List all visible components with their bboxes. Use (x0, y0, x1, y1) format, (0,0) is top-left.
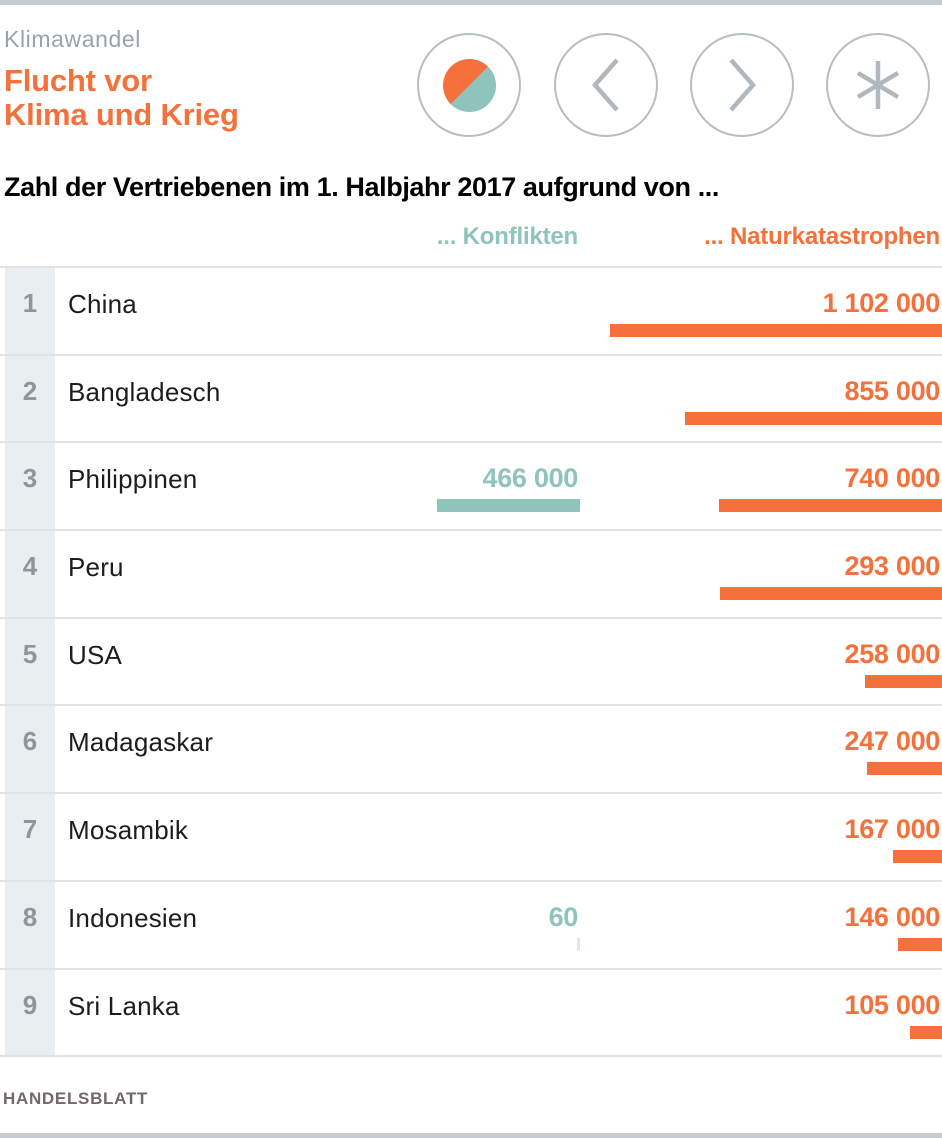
table-row: 9 Sri Lanka 105 000 (0, 967, 942, 1056)
country-label: Mosambik (68, 815, 189, 846)
pie-chart-icon (442, 58, 496, 112)
title-line-2: Klima und Krieg (4, 97, 239, 132)
country-label: China (68, 289, 137, 319)
country-label: Indonesien (68, 902, 198, 933)
table-row: 2 Bangladesch 855 000 (0, 353, 942, 442)
country-label: Sri Lanka (68, 990, 180, 1021)
country-label: Madagaskar (68, 727, 214, 758)
column-header-conflicts: ... Konflikten (436, 223, 578, 250)
rank-cell: 3 (5, 443, 55, 530)
source-label: HANDELSBLATT (3, 1089, 149, 1108)
disaster-bar (719, 499, 942, 513)
country-label: Philippinen (68, 464, 198, 495)
rank-cell: 4 (5, 531, 55, 617)
title-line-1: Flucht vor (4, 63, 152, 98)
rank-cell: 1 (5, 268, 55, 354)
footnote-button[interactable] (826, 33, 930, 137)
disaster-value: 855 000 (844, 375, 941, 406)
kicker: Klimawandel (4, 26, 141, 52)
disaster-value: 167 000 (844, 814, 941, 845)
asterisk-icon (856, 61, 900, 109)
disaster-bar (910, 1025, 942, 1039)
rank-cell: 7 (5, 794, 55, 880)
prev-button[interactable] (554, 33, 658, 137)
conflict-value: 60 (548, 901, 579, 932)
table-row: 3 Philippinen 466 000 740 000 (0, 441, 942, 530)
table-row: 1 China 1 102 000 (0, 266, 942, 354)
table-row: 4 Peru 293 000 (0, 529, 942, 617)
rank-cell: 5 (5, 618, 55, 705)
disaster-value: 247 000 (844, 726, 941, 757)
ranking-table: 1 China 1 102 000 2 Bangladesch 855 000 … (0, 266, 942, 1058)
disaster-bar (867, 762, 942, 776)
disaster-value: 740 000 (844, 463, 941, 494)
chevron-right-icon (729, 58, 756, 112)
rank-cell: 9 (5, 969, 55, 1056)
column-header-disasters: ... Naturkatastrophen (704, 223, 940, 250)
disaster-bar (893, 850, 942, 864)
conflict-value: 466 000 (482, 463, 579, 494)
disaster-value: 1 102 000 (822, 288, 941, 318)
chart-subtitle: Zahl der Vertriebenen im 1. Halbjahr 201… (4, 172, 720, 202)
table-row: 8 Indonesien 60 146 000 (0, 879, 942, 968)
chart-type-button[interactable] (417, 33, 521, 137)
disaster-bar (898, 937, 942, 951)
country-label: Peru (68, 552, 124, 583)
disaster-bar (610, 324, 942, 337)
page-title: Flucht vor Klima und Krieg (4, 64, 239, 132)
disaster-bar (720, 587, 942, 601)
country-label: Bangladesch (68, 376, 221, 407)
conflict-bar (577, 937, 580, 951)
disaster-value: 293 000 (844, 551, 941, 582)
chevron-left-icon (592, 58, 619, 112)
rank-cell: 8 (5, 881, 55, 968)
bottom-accent-strip (0, 1133, 942, 1138)
table-row: 5 USA 258 000 (0, 616, 942, 705)
rank-cell: 2 (5, 355, 55, 442)
disaster-bar (685, 411, 942, 425)
top-accent-strip (0, 0, 942, 5)
country-label: USA (68, 639, 123, 670)
disaster-value: 258 000 (844, 638, 941, 669)
rank-cell: 6 (5, 706, 55, 793)
next-button[interactable] (690, 33, 794, 137)
disaster-bar (865, 674, 942, 688)
table-row: 6 Madagaskar 247 000 (0, 704, 942, 793)
conflict-bar (437, 499, 580, 513)
table-row: 7 Mosambik 167 000 (0, 792, 942, 880)
disaster-value: 146 000 (844, 901, 941, 932)
disaster-value: 105 000 (844, 989, 941, 1020)
